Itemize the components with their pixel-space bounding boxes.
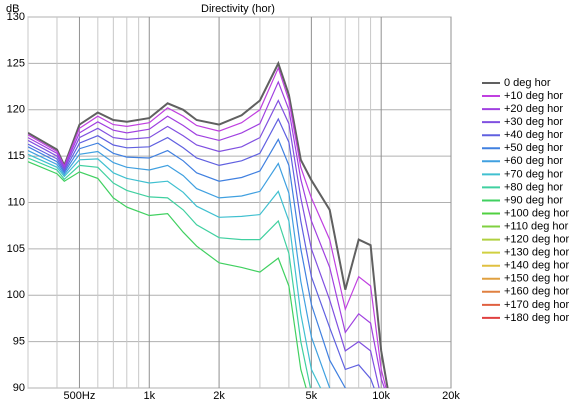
x-tick-label: 20k [442, 390, 460, 402]
legend-label: +130 deg hor [504, 247, 569, 259]
legend-label: +40 deg hor [504, 129, 563, 141]
legend-label: +90 deg hor [504, 194, 563, 206]
chart-title: Directivity (hor) [201, 3, 275, 15]
y-tick-label: 110 [7, 196, 25, 208]
series-line [28, 66, 387, 388]
series-line [28, 138, 347, 388]
legend-label: +110 deg hor [504, 220, 569, 232]
y-tick-label: 100 [7, 289, 25, 301]
legend-label: +170 deg hor [504, 299, 569, 311]
legend-label: +70 deg hor [504, 168, 563, 180]
series-line [28, 150, 331, 388]
legend-label: +150 deg hor [504, 273, 569, 285]
y-axis-label: dB [6, 3, 19, 15]
legend-label: +180 deg hor [504, 312, 569, 324]
y-tick-label: 125 [7, 57, 25, 69]
lines [28, 60, 389, 388]
y-tick-label: 105 [7, 243, 25, 255]
legend-label: +30 deg hor [504, 116, 563, 128]
legend-label: +60 deg hor [504, 155, 563, 167]
legend-label: +140 deg hor [504, 260, 569, 272]
series-line [28, 157, 312, 388]
y-tick-label: 90 [13, 382, 25, 394]
legend-label: +120 deg hor [504, 234, 569, 246]
y-tick-label: 130 [7, 11, 25, 23]
x-tick-label: 5k [306, 390, 318, 402]
series-line [28, 153, 322, 388]
series-line [28, 161, 307, 388]
y-tick-label: 120 [7, 104, 25, 116]
series-line [28, 99, 380, 388]
x-tick-label: 500Hz [64, 390, 96, 402]
legend-label: 0 deg hor [504, 77, 551, 89]
legend-label: +50 deg hor [504, 142, 563, 154]
x-tick-label: 2k [213, 390, 225, 402]
series-line [28, 80, 386, 388]
x-tick-label: 1k [143, 390, 155, 402]
legend-label: +80 deg hor [504, 181, 563, 193]
y-tick-label: 115 [7, 150, 25, 162]
legend-label: +160 deg hor [504, 286, 569, 298]
x-tick-label: 10k [372, 390, 390, 402]
legend: 0 deg hor+10 deg hor+20 deg hor+30 deg h… [482, 77, 569, 324]
legend-label: +100 deg hor [504, 207, 569, 219]
y-tick-label: 95 [13, 336, 25, 348]
series-line [28, 117, 375, 388]
legend-label: +10 deg hor [504, 90, 563, 102]
legend-label: +20 deg hor [504, 103, 563, 115]
series-line [28, 60, 389, 388]
